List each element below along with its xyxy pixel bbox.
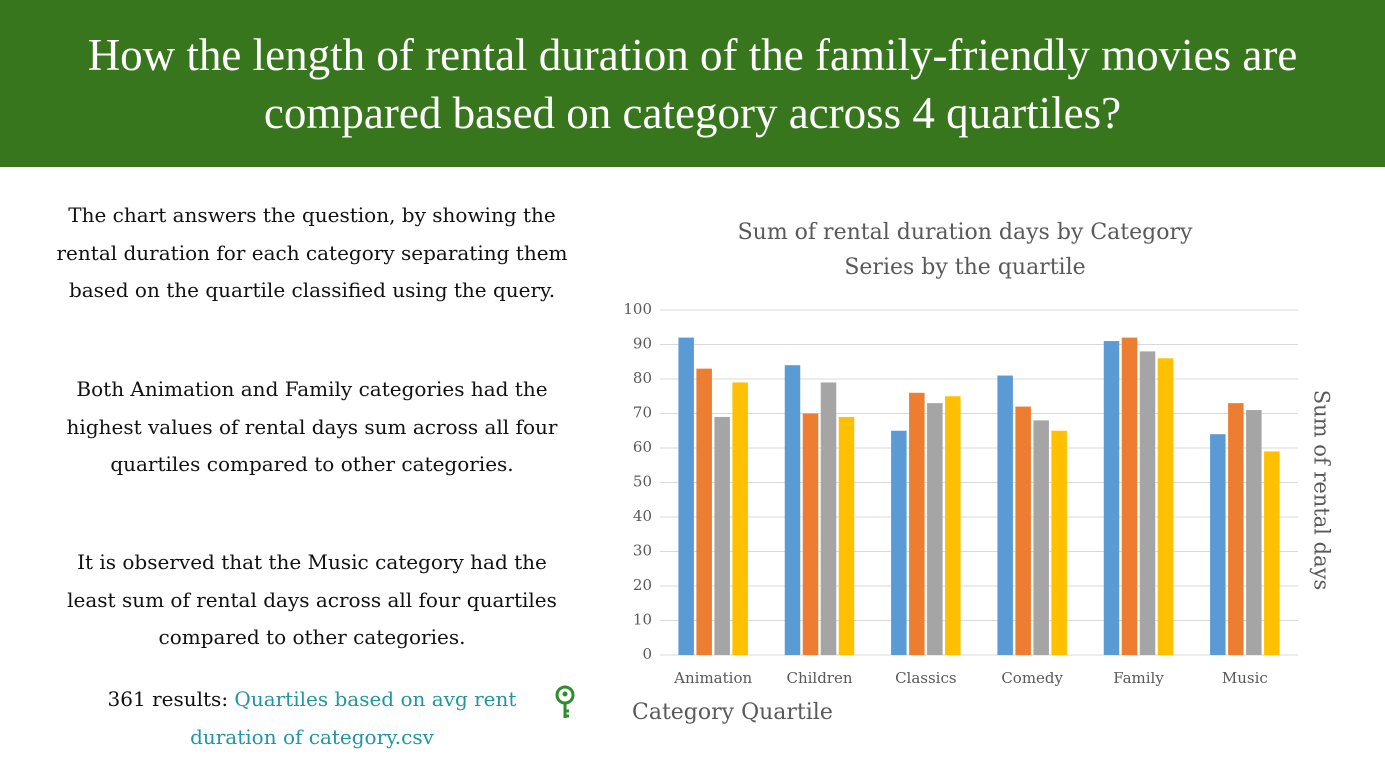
bar (838, 416, 855, 655)
x-tick-label: Classics (895, 669, 957, 687)
bar (784, 365, 801, 655)
bar (802, 413, 819, 655)
y-tick-label: 40 (633, 507, 652, 525)
bar (1051, 430, 1067, 655)
bar (1139, 351, 1156, 655)
y-tick-label: 20 (633, 576, 652, 594)
bar (1033, 420, 1049, 655)
y-tick-label: 60 (633, 438, 652, 456)
bar (732, 382, 748, 655)
paragraph: It is observed that the Music category h… (67, 550, 557, 649)
y-tick-label: 100 (623, 300, 652, 318)
y-tick-label: 0 (642, 645, 652, 663)
y-tick-label: 10 (633, 611, 652, 629)
bar (909, 392, 925, 655)
x-tick-label: Family (1113, 669, 1164, 687)
file-link[interactable]: Quartiles based on avg rent duration of … (190, 687, 517, 749)
x-tick-label: Comedy (1001, 669, 1063, 687)
bar (891, 430, 907, 655)
x-tick-label: Animation (673, 669, 752, 687)
bar (820, 382, 837, 655)
header: How the length of rental duration of the… (0, 0, 1385, 167)
slide-title: How the length of rental duration of the… (87, 29, 1298, 138)
bar (945, 396, 961, 655)
bar (1246, 410, 1262, 655)
y-tick-label: 80 (633, 369, 652, 387)
chart-title: Sum of rental duration days by Category … (737, 220, 1193, 280)
x-tick-label: Music (1222, 669, 1268, 687)
y-tick-label: 30 (633, 542, 652, 560)
bar (997, 375, 1013, 655)
paragraph: The chart answers the question, by showi… (56, 203, 568, 302)
x-tick-label: Children (786, 669, 852, 687)
results-count: 361 results: (107, 687, 229, 711)
bar (1121, 337, 1138, 655)
bar (714, 416, 730, 655)
key-icon (555, 685, 575, 718)
bar (678, 337, 694, 655)
bar (696, 368, 712, 655)
chart: Category Quartile Sum of rental days 0 10… (623, 300, 1334, 725)
bar (1264, 451, 1280, 655)
results: 361 results: Quartiles based on avg rent… (62, 680, 562, 756)
bar (1103, 341, 1120, 655)
y-tick-label: 90 (633, 335, 652, 353)
y-tick-label: 50 (633, 473, 652, 491)
bar (1228, 403, 1244, 655)
y-axis-label: Sum of rental days (1310, 390, 1334, 591)
bar (1015, 406, 1031, 655)
paragraph: Both Animation and Family categories had… (66, 377, 558, 476)
bar (1210, 434, 1226, 655)
y-tick-label: 70 (633, 404, 652, 422)
x-axis-label: Category Quartile (632, 700, 833, 725)
bar (1157, 358, 1174, 655)
bar (927, 403, 943, 655)
